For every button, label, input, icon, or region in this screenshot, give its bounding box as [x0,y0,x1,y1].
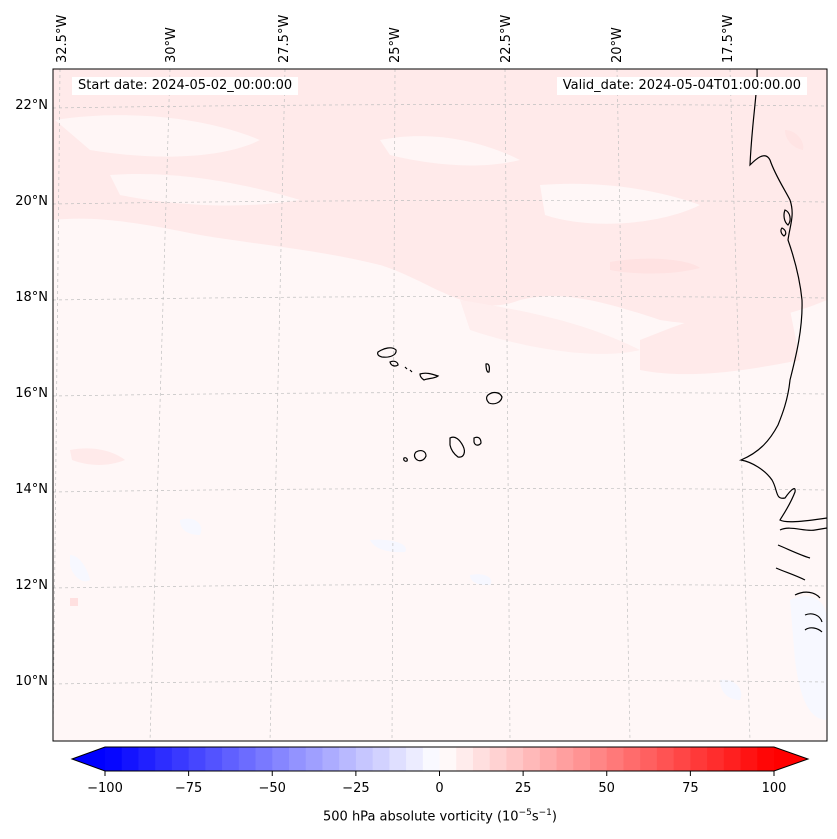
lon-label-30w: 30°W [164,27,179,63]
colorbar-tick-label: −25 [342,781,370,796]
colorbar-cell [757,747,775,771]
lon-label-25w: 25°W [388,27,403,63]
coastline [738,69,827,633]
boa-vista [486,391,503,405]
colorbar-cell [222,747,240,771]
colorbar-label-close: ) [551,809,557,825]
colorbar-cell [288,747,307,771]
colorbar-cell [372,747,390,771]
colorbar-cell [690,747,708,771]
colorbar-cells [105,747,775,771]
colorbar-cell [707,747,725,771]
lat-label-20n: 20°N [15,194,48,209]
colorbar-min-extension [72,747,105,771]
colorbar-tick-label: 0 [435,781,444,796]
graticule [53,69,827,741]
colorbar-cell [673,747,691,771]
colorbar-cell [623,747,641,771]
lon-label-32-5w: 32.5°W [55,14,70,63]
bijagos-coast [775,527,827,633]
valid-date-label: Valid_date: 2024-05-04T01:00:00.00 [556,77,807,95]
colorbar-cell [506,747,524,771]
colorbar-cell [406,747,424,771]
colorbar-tick-marks [104,771,775,776]
colorbar-cell [439,747,457,771]
colorbar-label: 500 hPa absolute vorticity (10−5s−1) [0,808,837,824]
colorbar-cell [305,747,323,771]
colorbar-cell [656,747,675,771]
colorbar-tick-label: −100 [87,781,123,796]
lon-label-27-5w: 27.5°W [277,14,292,63]
lon-label-22-5w: 22.5°W [499,14,514,63]
colorbar-cell [472,747,491,771]
colorbar-cell [740,747,758,771]
colorbar-tick-label: 25 [514,781,532,796]
colorbar-cell [723,747,742,771]
colorbar-cell [238,747,257,771]
colorbar-tick-label: −75 [174,781,203,796]
santiago [449,436,465,458]
colorbar-label-text: 500 hPa absolute vorticity (10 [323,809,519,825]
coast-inlet [783,209,791,226]
colorbar-tick-label: 100 [761,781,787,796]
colorbar-cell [523,747,541,771]
lat-label-16n: 16°N [15,386,48,401]
cabo-verde-islands [377,347,503,462]
lat-label-10n: 10°N [15,674,48,689]
sao-vicente [389,360,399,367]
colorbar [70,746,810,776]
santo-antao [377,347,397,358]
colorbar-cell [640,747,658,771]
sal [485,363,490,373]
sao-nicolau [419,372,440,381]
colorbar-cell [456,747,474,771]
colorbar-cell [171,747,190,771]
colorbar-cell [322,747,340,771]
colorbar-cell [573,747,591,771]
vorticity-field [53,69,827,720]
colorbar-cell [339,747,357,771]
colorbar-cell [105,747,123,771]
maio [473,436,482,446]
colorbar-label-exp2: −1 [538,808,552,818]
colorbar-cell [121,747,139,771]
colorbar-cell [590,747,608,771]
lat-label-22n: 22°N [15,98,48,113]
map-frame [52,68,828,742]
west-africa-coast [738,69,827,523]
lat-label-12n: 12°N [15,578,48,593]
lon-label-17-5w: 17.5°W [721,14,736,63]
colorbar-cell [355,747,374,771]
colorbar-label-exp1: −5 [518,808,532,818]
colorbar-cell [272,747,290,771]
colorbar-max-extension [774,747,808,771]
colorbar-cell [489,747,507,771]
start-date-label: Start date: 2024-05-02_00:00:00 [72,77,299,95]
colorbar-cell [155,747,173,771]
brava [403,457,408,462]
colorbar-cell [188,747,206,771]
colorbar-tick-label: 50 [598,781,615,796]
colorbar-cell [255,747,273,771]
colorbar-cell [205,747,223,771]
colorbar-label-unit: s [531,809,539,825]
lon-label-20w: 20°W [610,27,625,63]
colorbar-tick-label: 75 [682,781,699,796]
colorbar-cell [606,747,624,771]
colorbar-cell [422,747,441,771]
colorbar-cell [138,747,156,771]
fogo [413,450,427,462]
colorbar-cell [389,747,407,771]
colorbar-cell [539,747,558,771]
lat-label-18n: 18°N [15,290,48,305]
colorbar-tick-label: −50 [258,781,286,796]
colorbar-cell [556,747,574,771]
lat-label-14n: 14°N [15,482,48,497]
